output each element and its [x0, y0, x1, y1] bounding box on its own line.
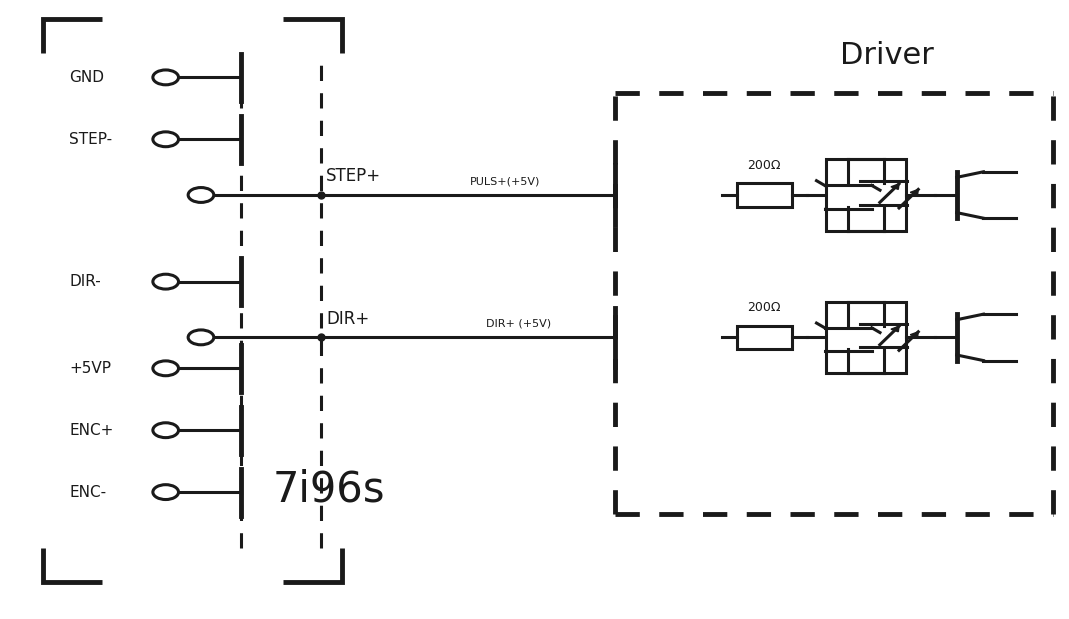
- Polygon shape: [890, 184, 899, 189]
- Polygon shape: [910, 332, 918, 337]
- Polygon shape: [825, 328, 872, 351]
- Bar: [737, 326, 792, 349]
- Bar: [737, 183, 792, 207]
- Text: STEP-: STEP-: [69, 132, 112, 147]
- Bar: [826, 159, 907, 230]
- Polygon shape: [910, 189, 918, 195]
- Text: DIR+: DIR+: [326, 310, 369, 328]
- Polygon shape: [859, 181, 907, 204]
- Polygon shape: [859, 324, 907, 347]
- Polygon shape: [825, 186, 872, 209]
- Text: ENC+: ENC+: [69, 423, 114, 438]
- Text: DIR+ (+5V): DIR+ (+5V): [486, 319, 552, 329]
- Text: Driver: Driver: [840, 41, 934, 70]
- Text: GND: GND: [69, 70, 105, 85]
- Text: ENC-: ENC-: [69, 485, 107, 500]
- Text: 200Ω: 200Ω: [747, 301, 781, 314]
- Polygon shape: [890, 326, 899, 332]
- Text: 7i96s: 7i96s: [273, 468, 385, 510]
- Bar: [826, 301, 907, 373]
- Text: DIR-: DIR-: [69, 274, 102, 289]
- Text: 200Ω: 200Ω: [747, 158, 781, 172]
- Text: +5VP: +5VP: [69, 361, 111, 376]
- Text: PULS+(+5V): PULS+(+5V): [470, 176, 541, 186]
- Text: STEP+: STEP+: [326, 167, 382, 186]
